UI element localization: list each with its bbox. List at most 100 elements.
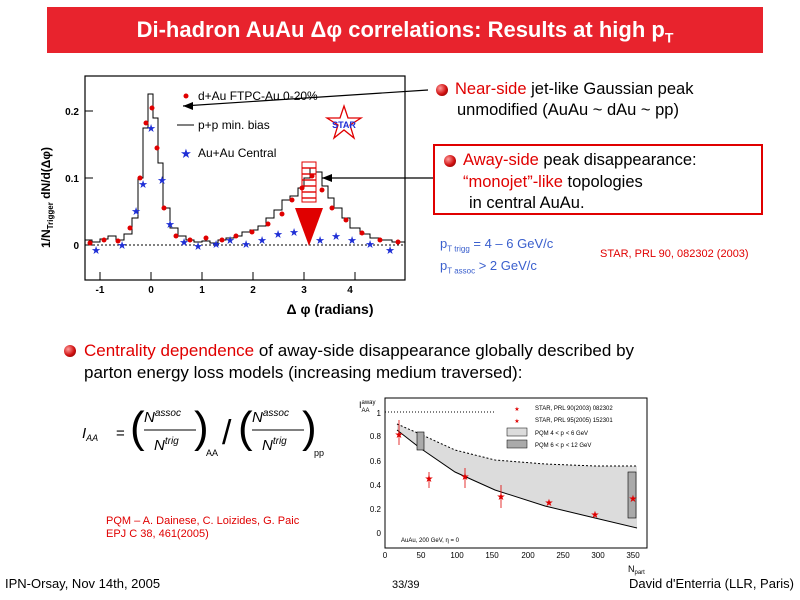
svg-text:pp: pp (314, 448, 324, 458)
svg-text:0.6: 0.6 (370, 457, 382, 466)
svg-text:0.8: 0.8 (370, 432, 382, 441)
pqm-band (397, 424, 637, 528)
svg-text:=: = (116, 425, 125, 442)
bullet-icon (436, 84, 448, 96)
svg-text:★: ★ (193, 241, 203, 253)
star-reference: STAR, PRL 90, 082302 (2003) (600, 248, 749, 260)
svg-text:★: ★ (179, 237, 189, 249)
svg-text:0.4: 0.4 (370, 481, 382, 490)
bullet-icon (64, 345, 76, 357)
auau-data-points: ★ ★ ★ ★ ★ ★ ★ ★ ★ ★ ★ ★ ★ ★ ★ ★ ★ ★ ★ ★ (91, 123, 395, 257)
svg-text:/: / (222, 414, 232, 452)
svg-text:): ) (194, 403, 209, 452)
svg-text:★: ★ (545, 498, 554, 509)
svg-text:PQM 4 < p< 6 GeV: PQM 4 < p < 6 GeV (535, 431, 588, 437)
svg-text:★: ★ (514, 418, 519, 425)
svg-text:1: 1 (377, 409, 382, 418)
away-side-line2: “monojet”-like topologies (463, 173, 643, 191)
dau-data-points (87, 105, 401, 246)
svg-text:100: 100 (450, 551, 464, 560)
y-axis-label: 1/NTrigger dN/d(Δφ) (39, 147, 55, 248)
svg-text:★: ★ (138, 179, 148, 191)
iaa-note: AuAu, 200 GeV, η = 0 (401, 538, 460, 544)
pqm-marker-box (627, 471, 637, 519)
svg-text:350: 350 (626, 551, 640, 560)
svg-text:★: ★ (385, 245, 395, 257)
svg-text:★: ★ (146, 123, 156, 135)
svg-text:★: ★ (157, 175, 167, 187)
svg-text:★: ★ (117, 240, 127, 252)
svg-text:★: ★ (225, 235, 235, 247)
svg-text:0: 0 (383, 551, 388, 560)
x-tick-label: 1 (199, 285, 205, 296)
svg-text:0: 0 (377, 529, 382, 538)
svg-text:★: ★ (365, 239, 375, 251)
svg-text:50: 50 (417, 551, 426, 560)
iaa-y-ticks: 1 0.8 0.6 0.4 0.2 0 (370, 409, 382, 538)
legend-entry: p+p min. bias (198, 118, 270, 132)
svg-text:★: ★ (591, 510, 600, 521)
pqm-reference-line2: EPJ C 38, 461(2005) (106, 528, 209, 540)
away-side-suppression-marker (295, 161, 323, 246)
svg-text:): ) (302, 403, 317, 452)
correlation-plot: 0.2 0.1 0 -1 0 1 2 3 4 Δ φ (radians) 1/N… (39, 75, 406, 317)
x-axis-label: Δ φ (radians) (287, 301, 374, 317)
svg-text:STAR: STAR (332, 120, 356, 130)
svg-text:200: 200 (521, 551, 535, 560)
y-tick-label: 0 (73, 241, 79, 252)
svg-text:IAA: IAA (82, 425, 98, 443)
pqm-marker-box (416, 431, 425, 451)
y-tick-label: 0.2 (65, 107, 79, 118)
iaa-error-bars (398, 420, 502, 508)
x-tick-label: -1 (96, 285, 105, 296)
away-side-line3: in central AuAu. (469, 194, 585, 212)
bullet-icon (444, 155, 456, 167)
iaa-y-label: Iaway AA (359, 400, 376, 414)
legend-entry: d+Au FTPC-Au 0-20% (198, 89, 318, 103)
svg-text:AA: AA (206, 448, 218, 458)
iaa-x-label: Npart (628, 564, 645, 576)
svg-text:★: ★ (315, 235, 325, 247)
legend-marker-auau: ★ (180, 146, 192, 161)
title-subscript: T (664, 29, 674, 46)
svg-text:★: ★ (91, 245, 101, 257)
trigger-cut: pT trigg = 4 – 6 GeV/c (440, 236, 554, 254)
svg-text:150: 150 (485, 551, 499, 560)
svg-text:250: 250 (556, 551, 570, 560)
iaa-plot: ★★ ★ ★★★★ 1 0.8 0.6 0.4 0.2 0 0 50 100 15… (359, 397, 648, 576)
near-side-line2: unmodified (AuAu ~ dAu ~ pp) (457, 101, 679, 119)
svg-text:★: ★ (211, 239, 221, 251)
svg-text:Ntrig: Ntrig (262, 436, 287, 454)
svg-text:(: ( (130, 403, 145, 452)
svg-text:Nassoc: Nassoc (252, 408, 289, 426)
legend-marker-dau (183, 93, 189, 99)
svg-text:Ntrig: Ntrig (154, 436, 179, 454)
svg-text:STAR, PRL 95(2005) 152301: STAR, PRL 95(2005) 152301 (535, 418, 613, 424)
footer-author: David d'Enterria (LLR, Paris) (628, 576, 794, 591)
svg-text:★: ★ (165, 219, 175, 231)
footer-venue: IPN-Orsay, Nov 14th, 2005 (5, 576, 161, 591)
star-logo: STAR (324, 103, 364, 140)
x-tick-label: 0 (148, 285, 154, 296)
x-tick-label: 4 (347, 285, 353, 296)
svg-text:★: ★ (257, 235, 267, 247)
x-tick-label: 2 (250, 285, 256, 296)
y-tick-label: 0.1 (65, 174, 79, 185)
svg-text:★: ★ (347, 235, 357, 247)
iaa-legend: ★ STAR, PRL 90(2003) 082302 ★ STAR, PRL … (506, 406, 613, 449)
away-side-box (433, 144, 763, 215)
svg-text:300: 300 (591, 551, 605, 560)
svg-text:★: ★ (273, 229, 283, 241)
iaa-formula: IAA = ( Nassoc Ntrig ) AA / ( Nassoc Ntr… (82, 403, 324, 458)
assoc-cut: pT assoc > 2 GeV/c (440, 258, 537, 276)
x-tick-marks (99, 272, 356, 280)
near-side-line1: Near-side jet-like Gaussian peak (455, 80, 694, 98)
svg-text:Nassoc: Nassoc (144, 408, 181, 426)
svg-text:(: ( (238, 403, 253, 452)
centrality-line1: Centrality dependence of away-side disap… (84, 341, 635, 360)
svg-text:★: ★ (289, 227, 299, 239)
x-tick-label: 3 (301, 285, 307, 296)
svg-text:★: ★ (241, 239, 251, 251)
away-side-line1: Away-side peak disappearance: (463, 151, 697, 169)
svg-text:★: ★ (331, 231, 341, 243)
